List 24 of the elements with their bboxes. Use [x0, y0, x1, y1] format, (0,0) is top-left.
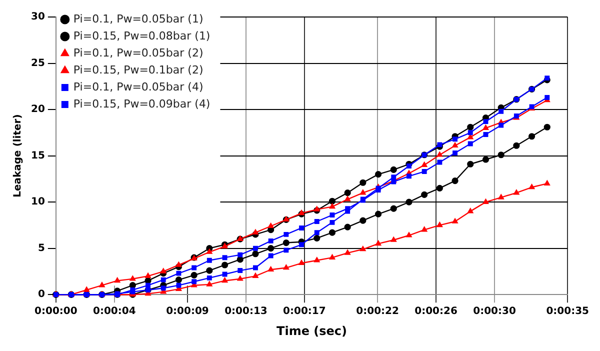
y-tick-label: 30 [30, 12, 45, 23]
x-tick-label: 0:00:00 [34, 306, 78, 318]
y-tick-label: 5 [38, 242, 45, 254]
x-axis-title: Time (sec) [276, 324, 348, 338]
x-tick-label: 0:00:22 [356, 306, 399, 318]
x-tick-label: 0:00:35 [546, 306, 590, 318]
legend-label: Pi=0.15, Pw=0.08bar (1) [73, 29, 210, 42]
x-tick-label: 0:00:13 [224, 306, 268, 318]
x-tick-label: 0:00:04 [92, 306, 136, 318]
x-tick-label: 0:00:26 [414, 306, 458, 318]
y-tick-label: 15 [30, 150, 45, 162]
y-tick-label: 25 [30, 58, 45, 69]
y-tick-label: 0 [38, 289, 45, 300]
legend-label: Pi=0.1, Pw=0.05bar (1) [73, 12, 204, 26]
legend-label: Pi=0.1, Pw=0.05bar (2) [73, 46, 204, 60]
x-tick-label: 0:00:30 [473, 306, 516, 318]
x-tick-label: 0:00:09 [166, 306, 209, 318]
legend-label: Pi=0.15, Pw=0.09bar (4) [73, 97, 210, 110]
y-axis-title: Leakage (liter) [12, 114, 24, 198]
y-tick-label: 20 [30, 104, 45, 116]
y-tick-label: 10 [30, 196, 45, 208]
legend-label: Pi=0.15, Pw=0.1bar (2) [73, 63, 204, 76]
legend-label: Pi=0.1, Pw=0.05bar (4) [73, 80, 204, 94]
x-tick-label: 0:00:17 [283, 306, 326, 318]
